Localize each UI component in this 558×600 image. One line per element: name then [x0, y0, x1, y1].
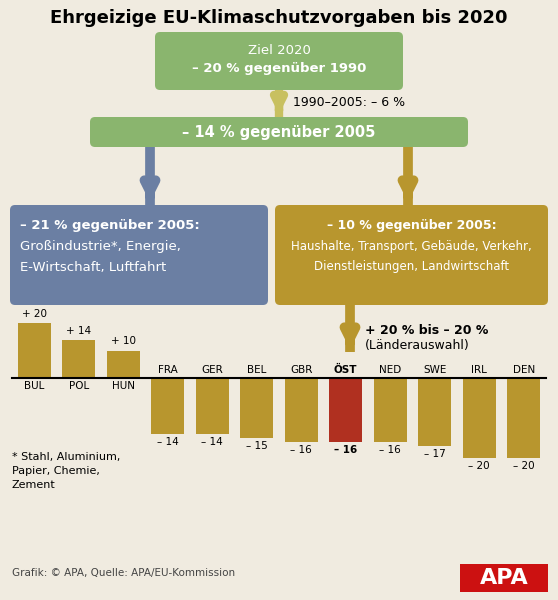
- Bar: [463, 378, 496, 458]
- FancyBboxPatch shape: [155, 32, 403, 90]
- Text: + 20: + 20: [22, 309, 47, 319]
- Text: APA: APA: [480, 568, 528, 588]
- Text: IRL: IRL: [472, 365, 487, 375]
- Bar: [17, 323, 51, 378]
- Text: 1990–2005: – 6 %: 1990–2005: – 6 %: [293, 97, 405, 109]
- Text: – 16: – 16: [379, 445, 401, 455]
- Text: – 16: – 16: [290, 445, 312, 455]
- Text: Dienstleistungen, Landwirtschaft: Dienstleistungen, Landwirtschaft: [314, 260, 509, 273]
- Bar: [460, 564, 548, 592]
- Text: GBR: GBR: [290, 365, 312, 375]
- Text: – 21 % gegenüber 2005:: – 21 % gegenüber 2005:: [20, 219, 200, 232]
- Text: – 15: – 15: [246, 441, 268, 451]
- Text: – 14: – 14: [157, 437, 179, 447]
- Text: – 14: – 14: [201, 437, 223, 447]
- Bar: [418, 378, 451, 446]
- Text: – 16: – 16: [334, 445, 357, 455]
- Text: NED: NED: [379, 365, 401, 375]
- Text: BUL: BUL: [24, 381, 45, 391]
- Text: + 20 % bis – 20 %: + 20 % bis – 20 %: [365, 323, 488, 337]
- Text: – 20: – 20: [513, 461, 535, 471]
- Text: DEN: DEN: [513, 365, 535, 375]
- Text: Grafik: © APA, Quelle: APA/EU-Kommission: Grafik: © APA, Quelle: APA/EU-Kommission: [12, 568, 235, 578]
- Text: E-Wirtschaft, Luftfahrt: E-Wirtschaft, Luftfahrt: [20, 261, 166, 274]
- Text: – 20 % gegenüber 1990: – 20 % gegenüber 1990: [192, 62, 366, 75]
- Text: FRA: FRA: [158, 365, 177, 375]
- Text: SWE: SWE: [423, 365, 446, 375]
- Text: (Länderauswahl): (Länderauswahl): [365, 338, 470, 352]
- Text: Ehrgeizige EU-Klimaschutzvorgaben bis 2020: Ehrgeizige EU-Klimaschutzvorgaben bis 20…: [50, 9, 508, 27]
- Text: GER: GER: [201, 365, 223, 375]
- Bar: [62, 340, 95, 378]
- Bar: [151, 378, 185, 434]
- Text: – 17: – 17: [424, 449, 446, 459]
- Text: POL: POL: [69, 381, 89, 391]
- Bar: [107, 350, 140, 378]
- Text: Haushalte, Transport, Gebäude, Verkehr,: Haushalte, Transport, Gebäude, Verkehr,: [291, 240, 532, 253]
- Text: Großindustrie*, Energie,: Großindustrie*, Energie,: [20, 240, 181, 253]
- Text: + 10: + 10: [110, 337, 136, 346]
- Text: HUN: HUN: [112, 381, 134, 391]
- FancyBboxPatch shape: [90, 117, 468, 147]
- Bar: [507, 378, 541, 458]
- Bar: [329, 378, 363, 442]
- Text: – 20: – 20: [468, 461, 490, 471]
- FancyBboxPatch shape: [275, 205, 548, 305]
- Text: + 14: + 14: [66, 325, 92, 335]
- FancyBboxPatch shape: [10, 205, 268, 305]
- Bar: [373, 378, 407, 442]
- Text: – 10 % gegenüber 2005:: – 10 % gegenüber 2005:: [326, 219, 496, 232]
- Bar: [285, 378, 318, 442]
- Text: Ziel 2020: Ziel 2020: [248, 44, 310, 57]
- Text: – 14 % gegenüber 2005: – 14 % gegenüber 2005: [182, 124, 376, 139]
- Text: BEL: BEL: [247, 365, 266, 375]
- Text: ÖST: ÖST: [334, 365, 358, 375]
- Bar: [195, 378, 229, 434]
- Text: * Stahl, Aluminium,
Papier, Chemie,
Zement: * Stahl, Aluminium, Papier, Chemie, Zeme…: [12, 452, 121, 490]
- Bar: [240, 378, 273, 438]
